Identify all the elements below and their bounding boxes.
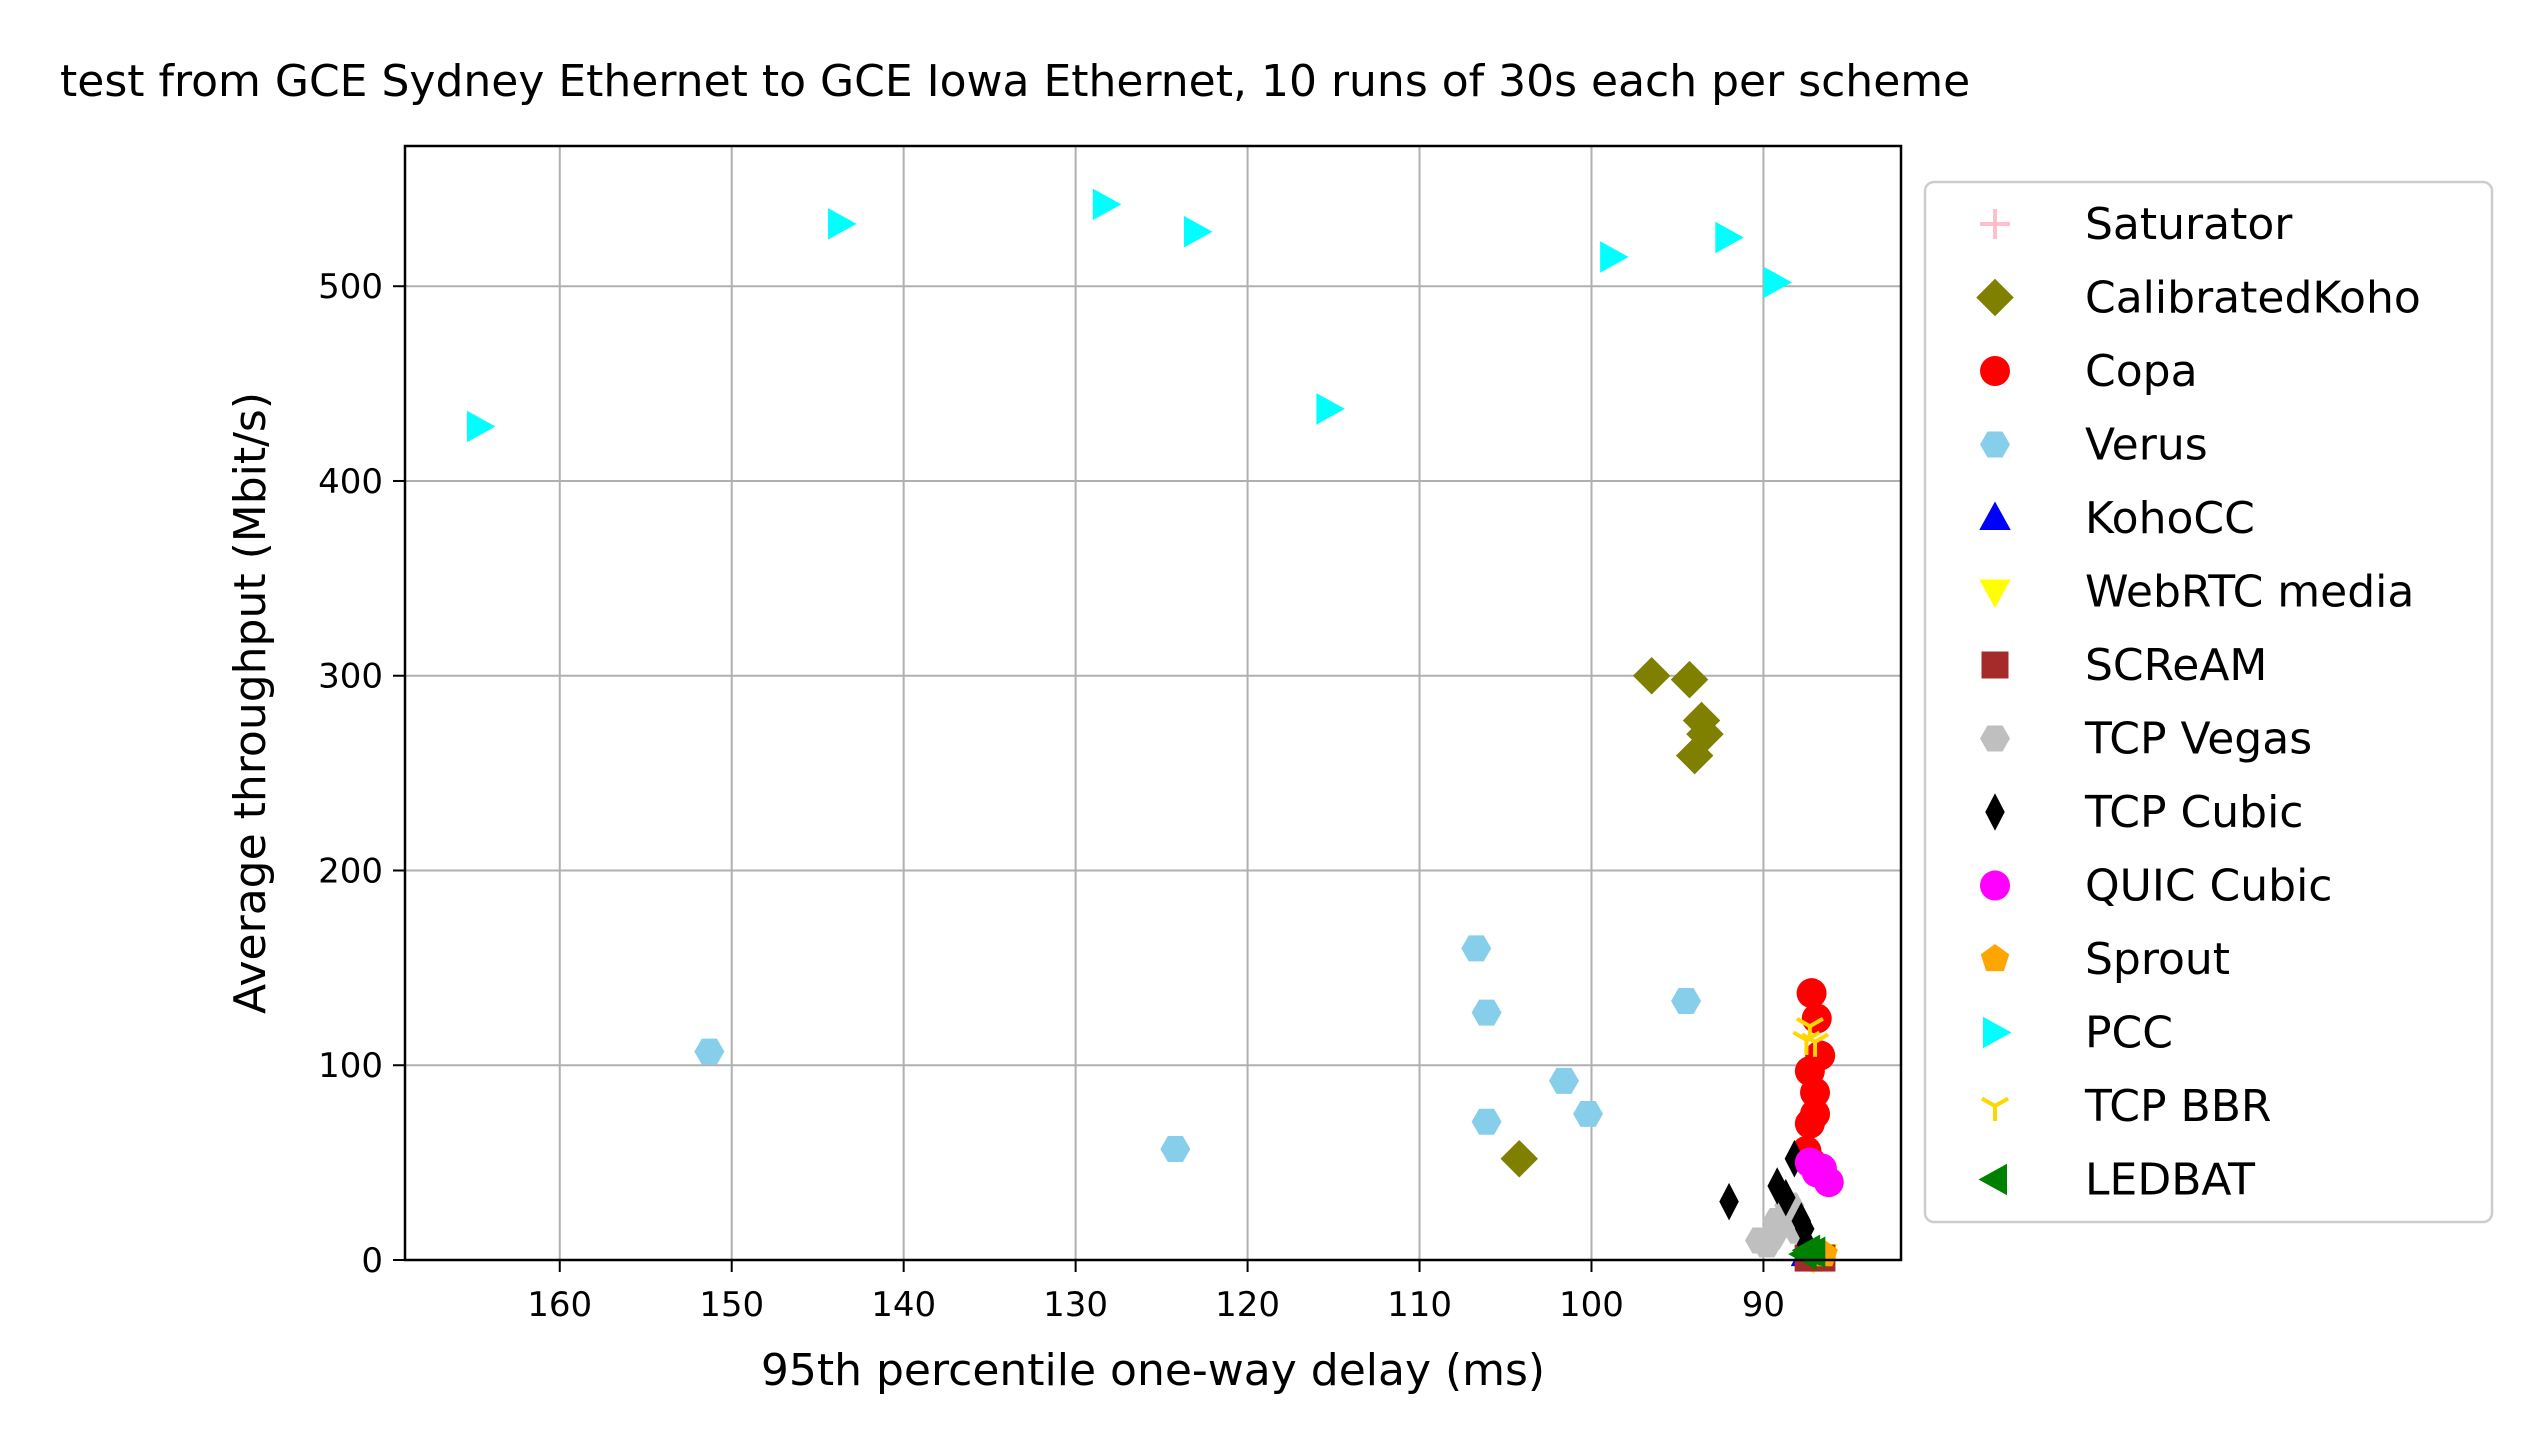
data-point [1573,1100,1604,1127]
data-point [1715,221,1744,254]
x-tick-label: 110 [1387,1285,1452,1325]
data-point [1183,215,1213,248]
data-point [1800,1077,1831,1108]
legend-label: LEDBAT [2085,1155,2255,1206]
legend-label: PCC [2085,1008,2173,1059]
data-point [1719,1182,1739,1221]
data-point [1632,656,1671,695]
legend-marker [1985,793,2005,831]
y-axis-ticks: 0 100 200 300 400 500 [318,267,405,1281]
x-tick-label: 150 [699,1285,764,1325]
legend-marker [1981,651,2009,679]
y-tick-label: 0 [361,1241,383,1281]
legend-marker [1976,278,2014,317]
data-point [1675,736,1714,775]
legend-label: TCP Vegas [2084,714,2312,765]
y-tick-label: 300 [318,657,383,697]
x-tick-label: 160 [527,1285,592,1325]
data-point [1471,999,1502,1026]
legend-marker [1980,356,2010,386]
legend-label: Saturator [2085,199,2293,250]
legend-marker [1983,1016,2012,1049]
data-point [1751,1231,1782,1258]
legend-label: SCReAM [2085,640,2267,691]
plot-frame [403,144,1903,1262]
x-tick-label: 130 [1043,1285,1108,1325]
data-point [1801,1003,1832,1034]
legend-marker [1980,431,2010,458]
data-point [1500,1139,1539,1178]
data-point [1776,1178,1796,1217]
y-tick-label: 200 [318,851,383,891]
legend-marker [1980,944,2010,972]
data-point [1471,1108,1502,1135]
data-point [1316,393,1345,425]
data-point [1801,1157,1832,1188]
data-point [1548,1067,1579,1094]
legend-label: TCP Cubic [2084,787,2304,838]
data-point [1671,987,1702,1014]
data-point [828,208,857,240]
legend-marker [1978,1163,2007,1196]
data-point [1792,1030,1821,1055]
data-point [1670,660,1709,699]
x-tick-label: 140 [871,1285,936,1325]
y-tick-label: 500 [318,267,383,307]
data-points [466,188,1844,1275]
chart-title: test from GCE Sydney Ethernet to GCE Iow… [60,56,1970,107]
legend-label: TCP BBR [2084,1081,2271,1132]
legend-marker [1980,870,2010,901]
legend: Saturator CalibratedKoho Copa Verus KohoCC We… [1923,180,2494,1224]
data-point [466,410,496,443]
legend-marker [1980,1096,2010,1121]
y-tick-label: 400 [318,462,383,502]
legend-label: Copa [2085,346,2198,397]
x-tick-label: 100 [1559,1285,1624,1325]
legend-marker [1979,501,2011,530]
x-tick-label: 120 [1215,1285,1280,1325]
data-point [1796,978,1827,1009]
legend-frame [1923,180,2494,1224]
legend-label: CalibratedKoho [2085,273,2421,324]
legend-marker [1979,579,2011,608]
data-point [1794,1108,1825,1139]
data-point [1763,266,1792,299]
x-axis-ticks: 160 150 140 130 120 110 100 90 [527,1260,1785,1325]
y-axis-label: Average throughput (Mbit/s) [225,392,276,1014]
data-point [1160,1135,1191,1162]
data-point [1600,241,1629,273]
data-point [1092,188,1122,221]
grid [405,146,1901,1261]
legend-label: WebRTC media [2085,567,2414,618]
data-point [1461,935,1492,962]
legend-label: Sprout [2085,934,2230,985]
legend-label: QUIC Cubic [2085,861,2332,912]
legend-label: Verus [2085,420,2208,471]
legend-marker [1980,209,2010,239]
x-tick-label: 90 [1742,1285,1785,1325]
data-point [694,1038,725,1065]
legend-label: KohoCC [2085,493,2255,544]
y-tick-label: 100 [318,1046,383,1086]
data-point [1762,1208,1793,1235]
legend-marker [1980,725,2010,752]
x-axis-label: 95th percentile one-way delay (ms) [761,1345,1545,1396]
